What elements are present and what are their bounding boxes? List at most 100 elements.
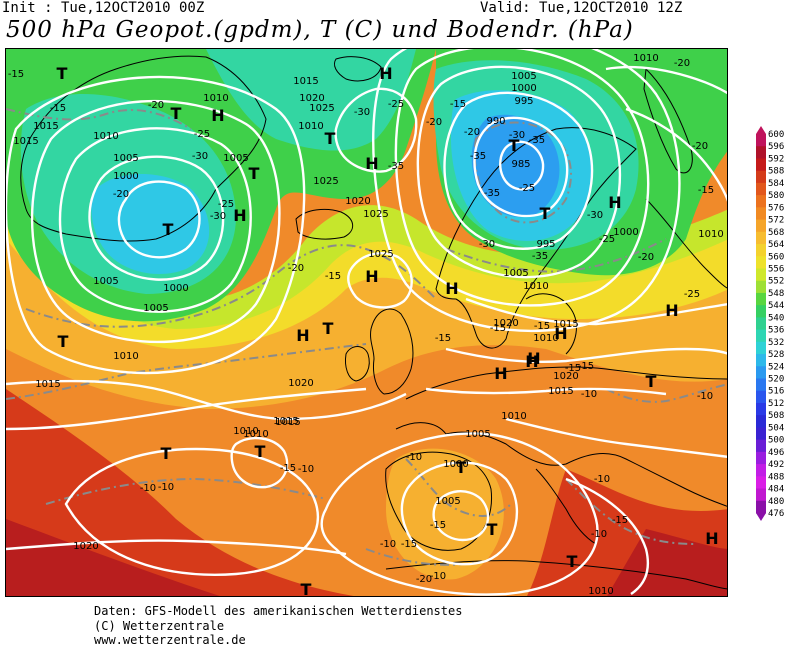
isobar-line [416, 65, 622, 279]
isobar-value-label: 1010 [243, 429, 268, 440]
isotherm-value-label: -35 [388, 161, 404, 172]
isotherm-value-label: -10 [140, 483, 156, 494]
isotherm-line [605, 383, 727, 403]
isobar-line [465, 297, 727, 326]
isobar-value-label: 1010 [233, 426, 258, 437]
pressure-center-marker: T [171, 104, 182, 123]
coast-svalbard [333, 56, 382, 82]
legend-color-band [756, 317, 766, 331]
legend-tick-label: 500 [768, 436, 784, 446]
isobar-value-label: 1010 [93, 131, 118, 142]
pressure-center-marker: H [705, 529, 718, 548]
field-red-southwest [6, 389, 354, 596]
isotherm-value-label: -25 [519, 183, 535, 194]
legend-tick-label: 576 [768, 203, 784, 213]
isotherm-line [6, 343, 367, 400]
isobar-line [58, 127, 252, 313]
legend-tick-labels: 600 596 592 588 584 580 576 572 568 564 560 556 552 5… [768, 130, 784, 519]
isotherm-value-label: -10 [697, 391, 713, 402]
isobar-value-label: 1000 [511, 83, 536, 94]
isobar-value-label: 1010 [633, 53, 658, 64]
isotherm-value-label: -25 [194, 129, 210, 140]
isobar-value-label: 1010 [588, 586, 613, 597]
isobar-line [499, 140, 545, 191]
coast-greenland [20, 55, 267, 242]
isotherm-value-label: -10 [158, 482, 174, 493]
isobar-line [64, 447, 319, 576]
legend-tick-label: 560 [768, 252, 784, 262]
legend-color-band [756, 195, 766, 208]
isotherm-value-label: -30 [354, 107, 370, 118]
legend-tick-label: 528 [768, 350, 784, 360]
isobar-line [473, 116, 569, 218]
isobar-value-label: 1005 [435, 496, 460, 507]
legend-color-band [756, 341, 766, 355]
isobar-line [88, 155, 225, 281]
legend-color-band [756, 366, 766, 380]
isotherm-value-label: -10 [430, 571, 446, 582]
legend-color-band [756, 158, 766, 172]
legend-color-band [756, 451, 766, 465]
isotherm-value-label: -15 [325, 271, 341, 282]
pressure-center-marker: T [163, 220, 174, 239]
isobar-value-label: 995 [536, 239, 555, 250]
coast-russia-east [645, 198, 727, 289]
pressure-center-marker: T [323, 319, 334, 338]
isotherm-value-label: -30 [509, 130, 525, 141]
isotherm-value-label: -25 [599, 234, 615, 245]
legend-tick-label: 596 [768, 142, 784, 152]
isobar-line [347, 252, 413, 309]
legend-tick-label: 572 [768, 216, 784, 226]
pressure-center-marker: T [540, 204, 551, 223]
legend-color-band [756, 280, 766, 294]
isotherm-value-label: -15 [8, 69, 24, 80]
weather-map: -15 -15 -20 -25 -30 -20 -25 -30 -30 -25 -20 -15 -20-… [5, 48, 728, 597]
legend-color-band [756, 219, 766, 233]
isobar-value-label: 1025 [313, 176, 338, 187]
pressure-center-marker: H [608, 193, 621, 212]
isotherm-value-label: -15 [578, 361, 594, 372]
isobar-value-label: 1010 [203, 93, 228, 104]
pressure-center-marker: H [527, 349, 540, 368]
isobar-value-label: 1020 [288, 378, 313, 389]
isobar-value-label: 1005 [143, 303, 168, 314]
isobar-value-label: 1005 [503, 268, 528, 279]
isotherm-value-label: -35 [484, 188, 500, 199]
coast-novaya-zemlya [643, 67, 693, 174]
legend-tick-label: 520 [768, 375, 784, 385]
isobar-lines [6, 49, 727, 596]
isotherm-value-label: -15 [698, 185, 714, 196]
legend-color-band [756, 439, 766, 453]
legend-tick-label: 476 [768, 509, 784, 519]
legend-color-band [756, 256, 766, 269]
isobar-value-label: 1015 [273, 416, 298, 427]
legend-color-band [756, 146, 766, 159]
pressure-center-marker: T [58, 332, 69, 351]
pressure-center-marker: H [365, 154, 378, 173]
isotherm-value-label: -15 [565, 363, 581, 374]
isotherm-value-label: -15 [401, 539, 417, 550]
isobar-line [230, 436, 289, 489]
isotherm-value-label: -30 [479, 239, 495, 250]
coast-iceland [295, 208, 354, 240]
isobar-line [425, 387, 667, 396]
weather-map-canvas: -15-15 -20-25-30-20-25-30-30-25-20-15-20-… [6, 49, 727, 597]
isotherm-value-label: -15 [435, 333, 451, 344]
legend-color-band [756, 207, 766, 221]
isobar-line [320, 432, 599, 596]
pressure-center-marker: T [161, 444, 172, 463]
legend-tick-label: 564 [768, 240, 784, 250]
legend-color-band [756, 292, 766, 306]
isobar-value-label: 1020 [299, 93, 324, 104]
init-time-label: Init : Tue,12OCT2010 00Z [2, 0, 205, 16]
legend-color-band [756, 500, 766, 514]
isotherm-value-label: -35 [532, 251, 548, 262]
isotherm-value-label: -30 [587, 210, 603, 221]
isotherm-value-label: -20 [464, 127, 480, 138]
pressure-center-marker: T [509, 136, 520, 155]
isotherm-lines [6, 108, 727, 566]
pressure-center-marker: H [379, 64, 392, 83]
isobar-value-label: 1005 [223, 153, 248, 164]
isobar-line [30, 99, 281, 344]
legend-tick-label: 584 [768, 179, 784, 189]
